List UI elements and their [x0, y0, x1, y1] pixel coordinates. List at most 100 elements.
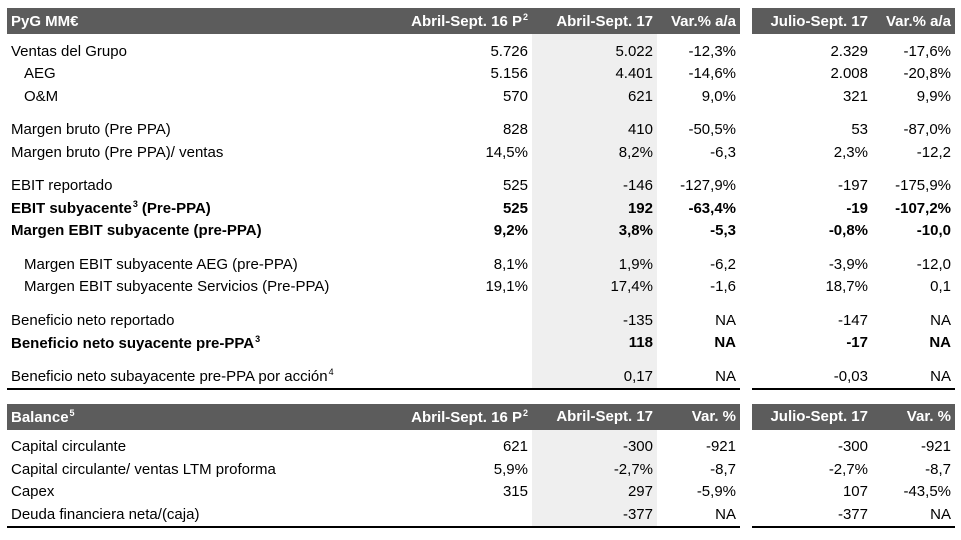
- spacer-cell: [532, 242, 657, 253]
- cell-value: 1,9%: [532, 253, 657, 276]
- row-label-text: EBIT reportado: [11, 177, 113, 195]
- row-label: Capex: [7, 481, 392, 504]
- row-label-text: O&M: [24, 87, 59, 105]
- row-label-text: Beneficio neto reportado: [11, 311, 175, 329]
- row-label-text: Margen EBIT subyacente AEG (pre-PPA): [24, 255, 298, 273]
- row-label: Margen EBIT subyacente Servicios (Pre-PP…: [7, 276, 392, 299]
- cell-value: NA: [930, 311, 951, 329]
- table-row: Ventas del Grupo 5.726 5.022 -12,3% 2.329 -17…: [7, 40, 955, 63]
- gap: [740, 119, 752, 142]
- gap: [740, 481, 752, 504]
- header-row: PyG MM€ Abril-Sept. 16 P2 Abril-Sept. 17 Va…: [7, 8, 955, 34]
- spacer-cell: [752, 242, 872, 253]
- gap: [740, 141, 752, 164]
- spacer-row: [7, 163, 955, 175]
- cell-value: NA: [657, 503, 740, 528]
- cell-value: -2,7%: [532, 458, 657, 481]
- column-header: Julio-Sept. 17: [752, 8, 872, 34]
- spacer-cell: [532, 163, 657, 175]
- spacer-cell: [752, 354, 872, 365]
- cell-value: NA: [657, 365, 740, 390]
- cell-value: 5.726: [490, 42, 528, 60]
- spacer-cell: [7, 108, 392, 119]
- cell-value: -6,2: [710, 255, 736, 273]
- table-row: Beneficio neto reportado -135 NA -147 NA: [7, 309, 955, 332]
- footnote-ref: 2: [522, 407, 528, 418]
- row-label: Margen EBIT subyacente AEG (pre-PPA): [7, 253, 392, 276]
- spacer-cell: [392, 354, 532, 365]
- column-header-text: Var.% a/a: [670, 12, 736, 30]
- empty-cell: [392, 309, 532, 332]
- gap: [740, 458, 752, 481]
- table-row: Margen EBIT subyacente (pre-PPA) 9,2% 3,8%…: [7, 219, 955, 243]
- cell-value: 0,1: [930, 278, 951, 296]
- cell-value: 9,2%: [493, 222, 528, 240]
- table-row: Capital circulante 621 -300 -921 -300 -921: [7, 435, 955, 459]
- cell-value: -1,6: [710, 278, 736, 296]
- cell-value: 828: [502, 121, 528, 139]
- spacer-cell: [392, 164, 532, 175]
- cell-value: 2.329: [830, 42, 868, 60]
- cell-value: -377: [532, 503, 657, 528]
- cell-value: -107,2%: [895, 199, 951, 217]
- row-label: Margen EBIT subyacente (pre-PPA): [7, 220, 392, 243]
- spacer-cell: [532, 298, 657, 309]
- row-label-text: Margen bruto (Pre PPA): [11, 121, 171, 139]
- row-label: Beneficio neto suyacente pre-PPA3: [7, 332, 392, 355]
- cell-value: -14,6%: [688, 65, 736, 83]
- row-label: Capital circulante: [7, 436, 392, 459]
- report: PyG MM€ Abril-Sept. 16 P2 Abril-Sept. 17 Va…: [7, 8, 955, 528]
- cell-value: -3,9%: [828, 255, 868, 273]
- column-header: Abril-Sept. 16 P2: [392, 8, 532, 34]
- cell-value: 5.156: [490, 65, 528, 83]
- cell-value: 5,9%: [493, 460, 528, 478]
- cell-value: -146: [532, 174, 657, 197]
- footnote-ref: 2: [522, 12, 528, 22]
- cell-value: 118: [532, 331, 657, 354]
- column-header-text: Var.% a/a: [885, 12, 951, 30]
- cell-value: -2,7%: [828, 460, 868, 478]
- cell-value: 4.401: [532, 62, 657, 85]
- cell-value: -10,0: [916, 222, 951, 240]
- row-label: O&M: [7, 85, 392, 108]
- gap: [740, 309, 752, 332]
- gap: [740, 403, 752, 430]
- cell-value: -63,4%: [688, 199, 736, 217]
- column-header: Abril-Sept. 17: [532, 403, 657, 430]
- spacer-cell: [872, 354, 955, 365]
- cell-value: 9,0%: [701, 87, 736, 105]
- column-header-text: Julio-Sept. 17: [770, 12, 868, 30]
- spacer-cell: [740, 354, 752, 365]
- cell-value: 0,17: [532, 365, 657, 390]
- spacer-cell: [872, 242, 955, 253]
- spacer-cell: [657, 354, 740, 365]
- cell-value: -8,7: [710, 460, 736, 478]
- spacer-row: [7, 242, 955, 253]
- row-label-suffix: (Pre-PPA): [141, 200, 211, 218]
- row-label-text: Beneficio neto suyacente pre-PPA: [11, 334, 255, 352]
- spacer-cell: [752, 108, 872, 119]
- column-header: Var. %: [872, 403, 955, 430]
- column-header: Var.% a/a: [872, 8, 955, 34]
- cell-value: NA: [929, 334, 951, 352]
- header-title: Balance5: [7, 403, 392, 430]
- footnote-ref: 5: [69, 407, 75, 418]
- gap: [740, 365, 752, 389]
- cell-value: 3,8%: [532, 219, 657, 242]
- spacer-cell: [7, 354, 392, 365]
- cell-value: 17,4%: [532, 275, 657, 298]
- cell-value: -12,0: [916, 255, 951, 273]
- spacer-cell: [7, 298, 392, 309]
- row-label: Ventas del Grupo: [7, 40, 392, 63]
- gap: [740, 276, 752, 299]
- row-label: EBIT subyacente3 (Pre-PPA): [7, 197, 392, 220]
- gap: [740, 220, 752, 243]
- spacer-cell: [532, 429, 657, 436]
- row-label: Capital circulante/ ventas LTM proforma: [7, 458, 392, 481]
- cell-value: NA: [872, 365, 955, 390]
- cell-value: 570: [502, 87, 528, 105]
- cell-value: 14,5%: [485, 143, 528, 161]
- cell-value: 192: [532, 197, 657, 220]
- spacer-row: [7, 354, 955, 365]
- spacer-cell: [392, 242, 532, 253]
